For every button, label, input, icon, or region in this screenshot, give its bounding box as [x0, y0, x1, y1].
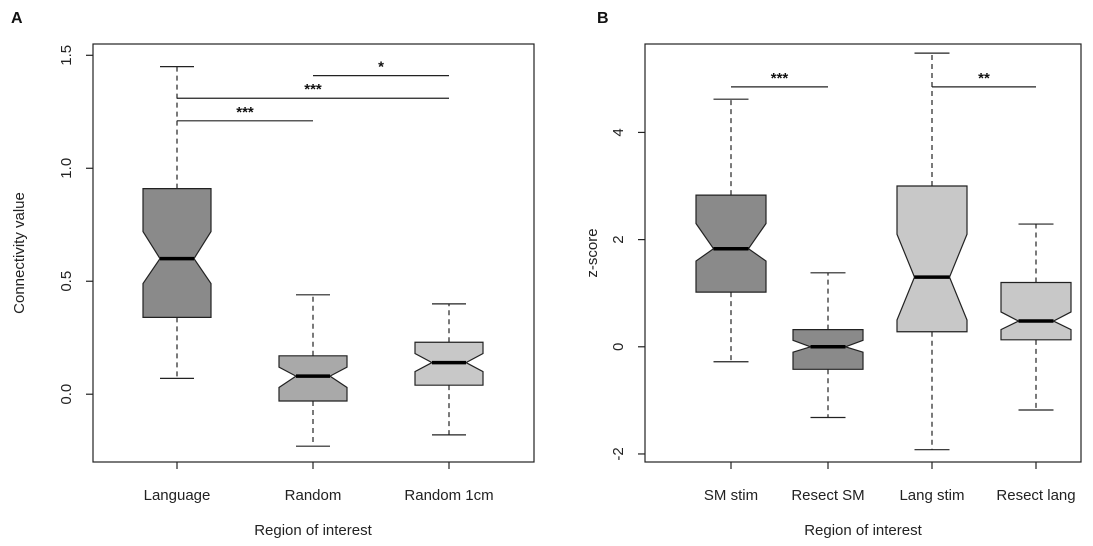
y-tick-label: 1.5 — [58, 45, 75, 66]
x-tick-label: Random 1cm — [404, 487, 493, 504]
significance-label: *** — [236, 104, 254, 121]
panel-letter-a: A — [11, 10, 23, 27]
x-tick-label: Resect SM — [791, 487, 864, 504]
y-tick-label: 0.0 — [58, 384, 75, 405]
y-tick-label: 0.5 — [58, 271, 75, 292]
significance-label: *** — [304, 81, 322, 98]
y-tick-label: 4 — [610, 128, 627, 136]
significance-label: ** — [978, 70, 990, 87]
y-tick-label: -2 — [610, 447, 627, 460]
panel-b: B -2 0 2 4 SM stim Resect SM Lang stim Resect l… — [584, 10, 1082, 539]
x-tick-label: Lang stim — [899, 487, 964, 504]
box — [896, 185, 968, 333]
x-tick-label: Random — [285, 487, 342, 504]
x-tick-label: Resect lang — [996, 487, 1075, 504]
box — [695, 194, 767, 293]
box — [142, 188, 212, 318]
box — [278, 355, 348, 402]
x-axis-label-b: Region of interest — [804, 522, 922, 539]
box — [792, 329, 864, 370]
x-tick-label: Language — [144, 487, 211, 504]
plot-frame-b — [644, 43, 1082, 463]
panel-letter-b: B — [597, 10, 609, 27]
x-axis-label-a: Region of interest — [254, 522, 372, 539]
y-tick-label: 2 — [610, 235, 627, 243]
y-axis-label-b: z-score — [584, 228, 601, 277]
plot-area-b: -2 0 2 4 SM stim Resect SM Lang stim Resect lan… — [610, 52, 1076, 504]
x-tick-label: SM stim — [704, 487, 758, 504]
significance-label: * — [378, 59, 384, 76]
y-tick-label: 1.0 — [58, 158, 75, 179]
significance-label: *** — [771, 70, 789, 87]
box — [1000, 281, 1072, 341]
y-axis-label-a: Connectivity value — [11, 192, 28, 314]
y-tick-label: 0 — [610, 343, 627, 351]
